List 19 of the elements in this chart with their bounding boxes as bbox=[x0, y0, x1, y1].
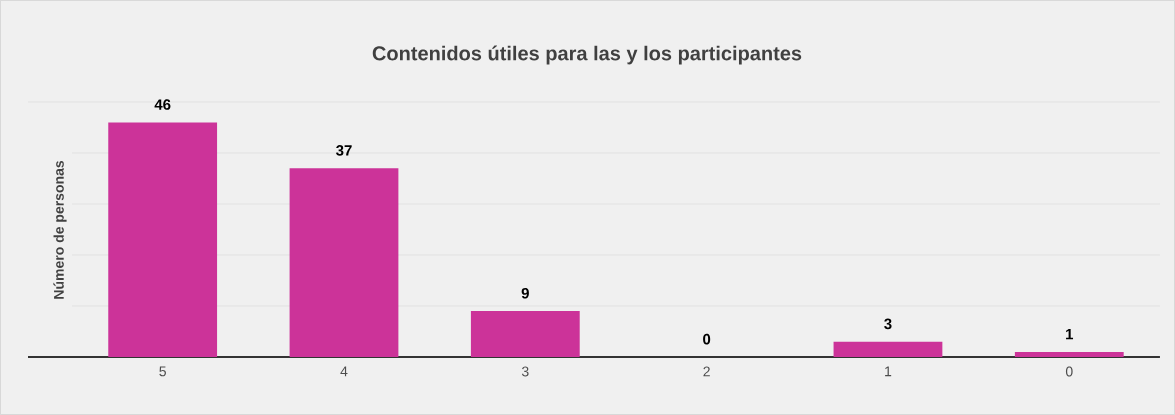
bar bbox=[108, 122, 218, 357]
x-tick-label: 3 bbox=[521, 366, 529, 377]
data-label: 46 bbox=[154, 99, 171, 110]
bar bbox=[289, 168, 399, 357]
data-label: 37 bbox=[335, 145, 352, 156]
x-tick-label: 0 bbox=[1065, 366, 1073, 377]
x-tick-label: 4 bbox=[340, 366, 348, 377]
bar bbox=[470, 311, 580, 357]
x-tick-label: 2 bbox=[703, 366, 710, 377]
x-tick-label: 1 bbox=[885, 366, 892, 377]
bar bbox=[833, 341, 943, 357]
x-tick-label: 5 bbox=[159, 366, 166, 377]
data-label: 3 bbox=[884, 318, 892, 330]
data-label: 0 bbox=[703, 333, 711, 345]
y-axis-title: Número de personas bbox=[53, 160, 67, 299]
bar bbox=[1014, 351, 1124, 357]
data-label: 1 bbox=[1066, 329, 1074, 340]
data-label: 9 bbox=[521, 287, 529, 299]
chart-title: Contenidos útiles para las y los participantes bbox=[372, 45, 802, 65]
